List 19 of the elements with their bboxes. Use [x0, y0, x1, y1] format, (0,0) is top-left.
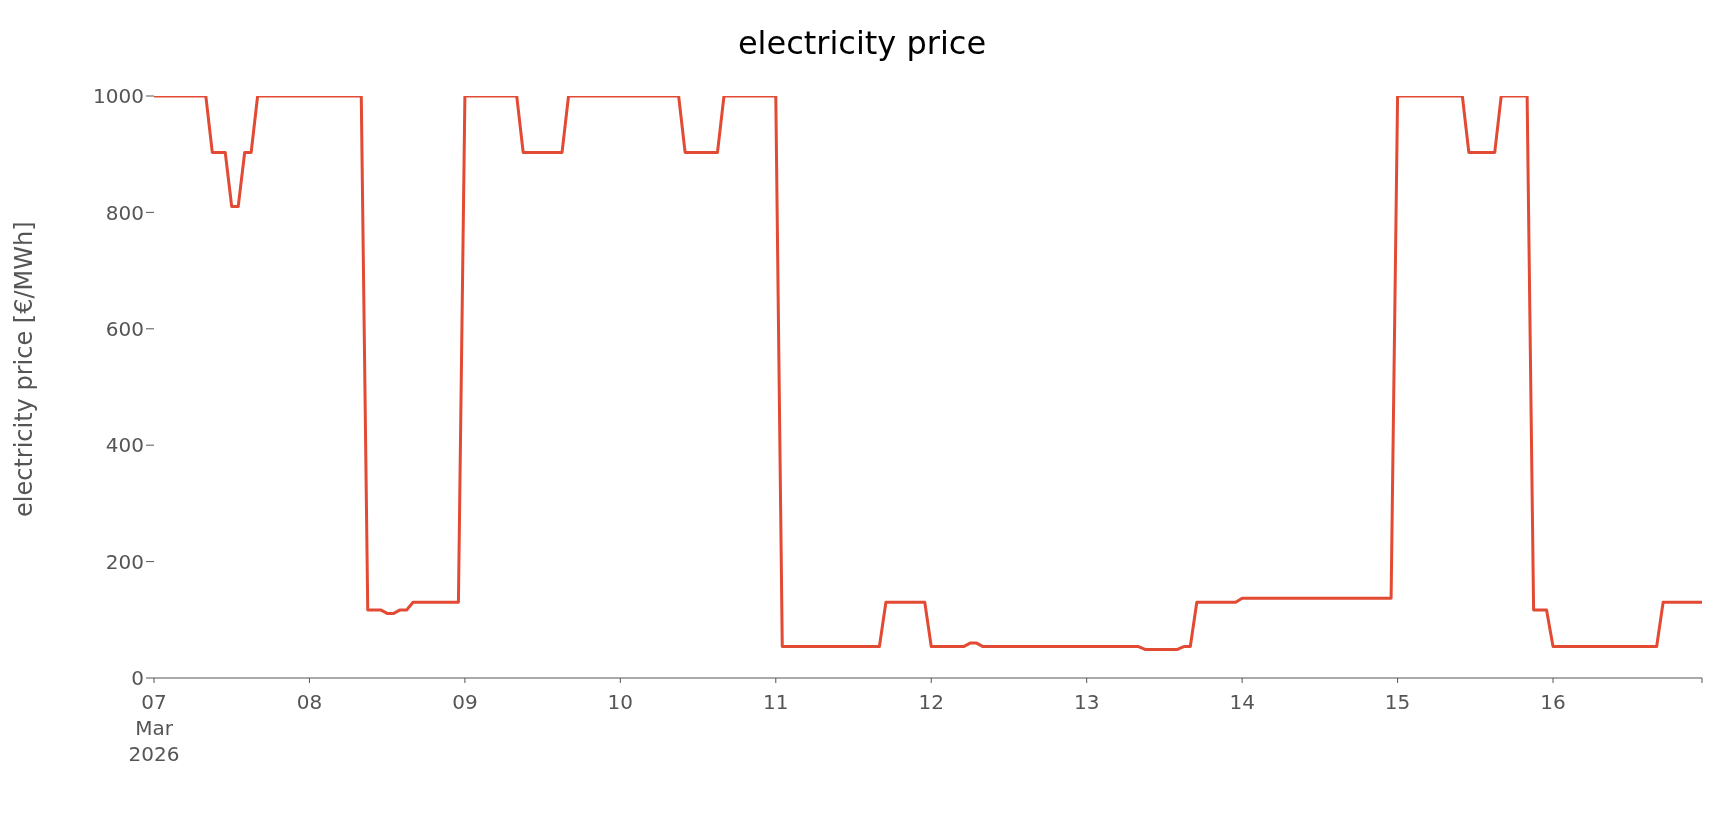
y-tick-label: 800 [105, 200, 144, 225]
x-tick-label: 14 [1229, 690, 1255, 714]
x-tick-label: 08 [296, 690, 323, 714]
x-tick-label: 12 [918, 690, 944, 714]
y-axis-title: electricity price [€/MWh] [9, 221, 38, 517]
y-tick-label: 1000 [93, 84, 144, 109]
y-tick-label: 200 [105, 549, 144, 574]
x-tick-label: 11 [763, 690, 789, 714]
x-tick-label: 10 [607, 690, 634, 714]
x-tick-label: 13 [1073, 690, 1100, 714]
x-tick-label: 15 [1384, 690, 1411, 714]
x-tick-label: 07 Mar 2026 [128, 690, 180, 766]
chart-title: electricity price [736, 23, 988, 64]
x-tick-label: 09 [452, 690, 478, 714]
x-tick-label: 16 [1540, 690, 1566, 714]
y-tick-label: 400 [105, 433, 144, 458]
y-tick-label: 600 [105, 316, 144, 341]
line-series [154, 96, 1702, 651]
y-tick-label: 0 [131, 666, 144, 691]
